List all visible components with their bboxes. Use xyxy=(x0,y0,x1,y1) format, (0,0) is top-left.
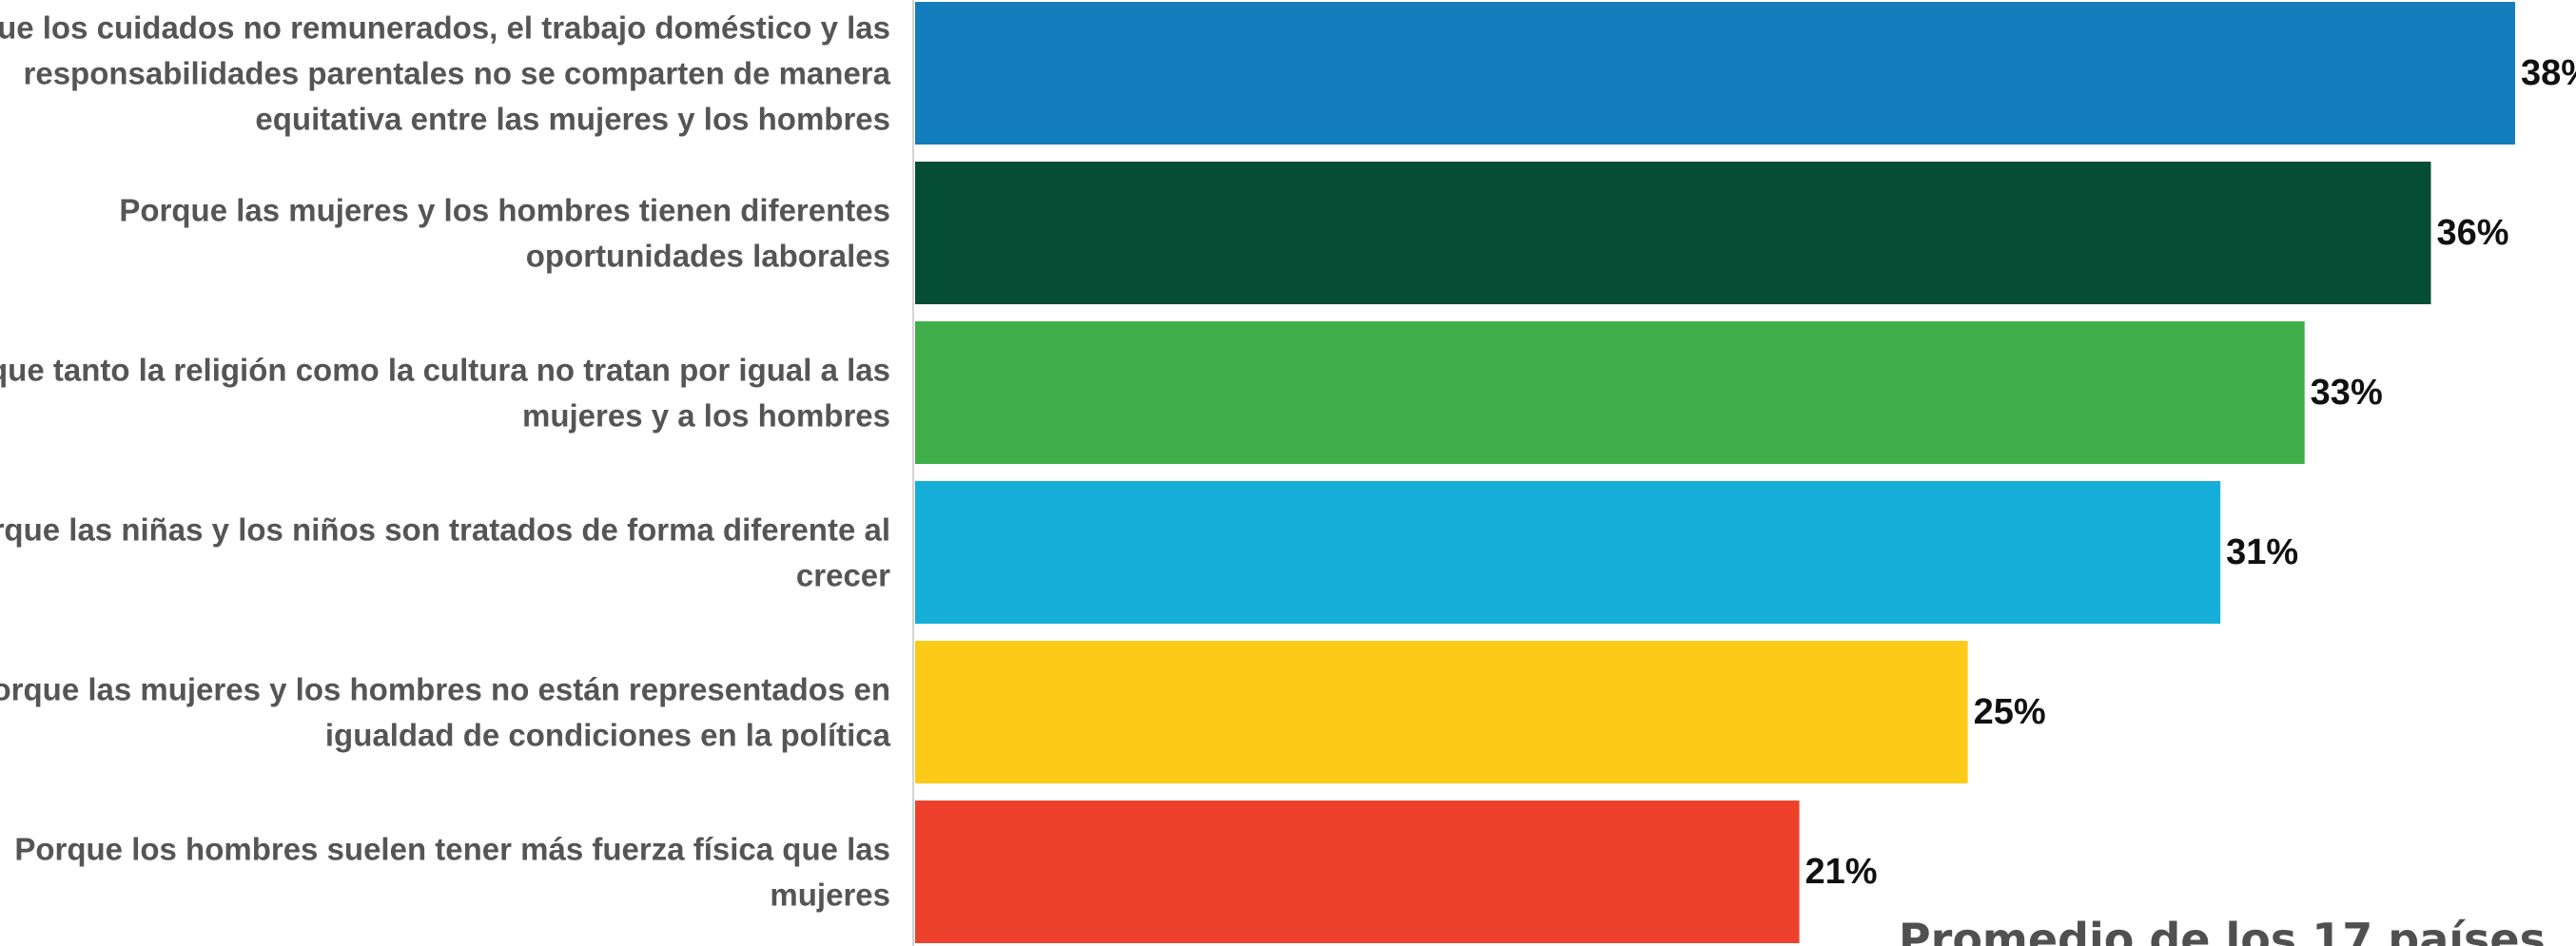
category-label-line: Porque las mujeres y los hombres tienen … xyxy=(119,193,890,228)
category-label-line: crecer xyxy=(796,558,890,593)
bars-group xyxy=(915,2,2515,943)
value-label-4: 31% xyxy=(2226,532,2298,572)
bar-4 xyxy=(915,481,2221,624)
category-label-line: Porque las niñas y los niños son tratado… xyxy=(0,512,890,548)
category-label-line: Porque tanto la religión como la cultura… xyxy=(0,353,890,388)
bar-2 xyxy=(915,162,2431,304)
value-label-3: 33% xyxy=(2311,373,2383,413)
bar-5 xyxy=(915,641,1968,783)
category-labels-group: Porque los cuidados no remunerados, el t… xyxy=(0,10,891,913)
category-label-3: Porque tanto la religión como la cultura… xyxy=(0,353,890,434)
category-label-line: mujeres y a los hombres xyxy=(522,398,890,434)
value-label-6: 21% xyxy=(1805,852,1878,892)
bar-3 xyxy=(915,321,2305,464)
bar-6 xyxy=(915,801,1800,943)
footer-note: Promedio de los 17 países xyxy=(1899,914,2546,946)
category-label-line: Porque los hombres suelen tener más fuer… xyxy=(14,832,890,867)
value-label-5: 25% xyxy=(1974,692,2046,732)
value-labels-group: 38% 36% 33% 31% 25% 21% xyxy=(1805,53,2576,892)
category-label-line: mujeres xyxy=(770,878,890,913)
category-label-line: oportunidades laborales xyxy=(526,239,890,274)
bar-1 xyxy=(915,2,2515,145)
category-label-2: Porque las mujeres y los hombres tienen … xyxy=(119,193,890,274)
category-label-line: Porque las mujeres y los hombres no está… xyxy=(0,672,890,707)
category-label-4: Porque las niñas y los niños son tratado… xyxy=(0,512,890,593)
category-label-line: Porque los cuidados no remunerados, el t… xyxy=(0,10,890,46)
value-label-2: 36% xyxy=(2436,213,2508,253)
category-label-line: equitativa entre las mujeres y los hombr… xyxy=(255,102,890,137)
value-label-1: 38% xyxy=(2521,53,2576,93)
category-label-6: Porque los hombres suelen tener más fuer… xyxy=(14,832,890,913)
category-label-5: Porque las mujeres y los hombres no está… xyxy=(0,672,891,753)
category-label-line: responsabilidades parentales no se compa… xyxy=(24,56,891,91)
category-label-1: Porque los cuidados no remunerados, el t… xyxy=(0,10,891,137)
category-label-line: igualdad de condiciones en la política xyxy=(325,718,891,753)
